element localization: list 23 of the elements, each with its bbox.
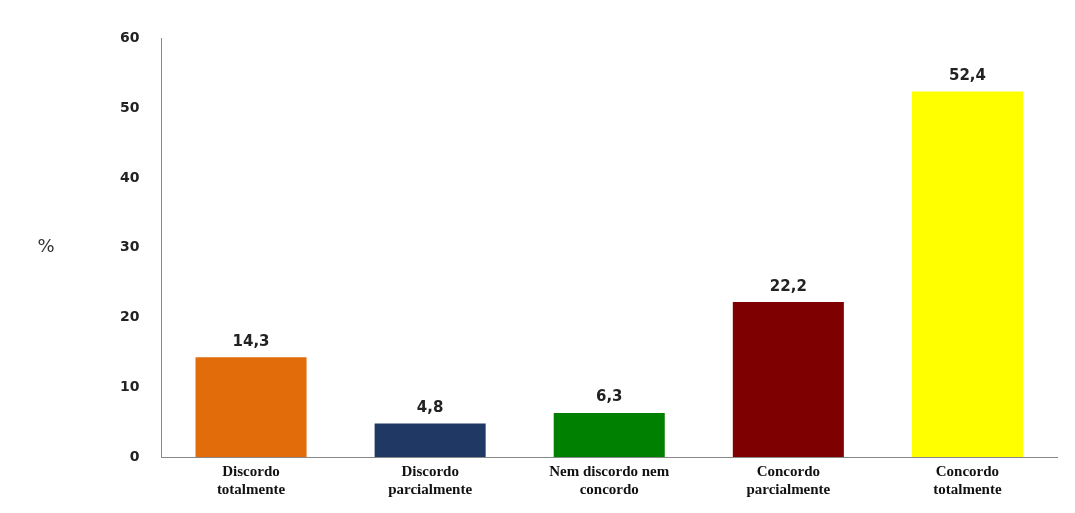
bar [553,413,665,457]
data-label: 52,4 [948,65,986,84]
x-tick-label: Concordo totalmente [933,462,1002,497]
data-label: 6,3 [595,387,623,406]
x-tick-label: Discordo totalmente [216,462,286,497]
data-label: 4,8 [416,397,444,416]
x-tick-label: Discordo parcialmente [388,462,473,497]
y-tick-label: 10 [120,377,140,394]
y-tick-label: 0 [129,447,140,464]
y-axis-title: % [37,235,55,257]
bar [732,302,844,457]
bar [911,91,1023,457]
y-tick-label: 60 [120,29,140,46]
bar [374,423,486,457]
y-tick-label: 40 [120,168,140,185]
y-tick-label: 30 [120,238,140,255]
x-tick-label: Nem discordo nem concordo [549,462,670,497]
bar [195,357,307,457]
x-tick-label: Concordo parcialmente [746,462,831,497]
data-label: 14,3 [232,331,270,350]
y-tick-label: 50 [120,98,140,115]
data-label: 22,2 [769,276,807,295]
y-tick-label: 20 [120,308,140,325]
